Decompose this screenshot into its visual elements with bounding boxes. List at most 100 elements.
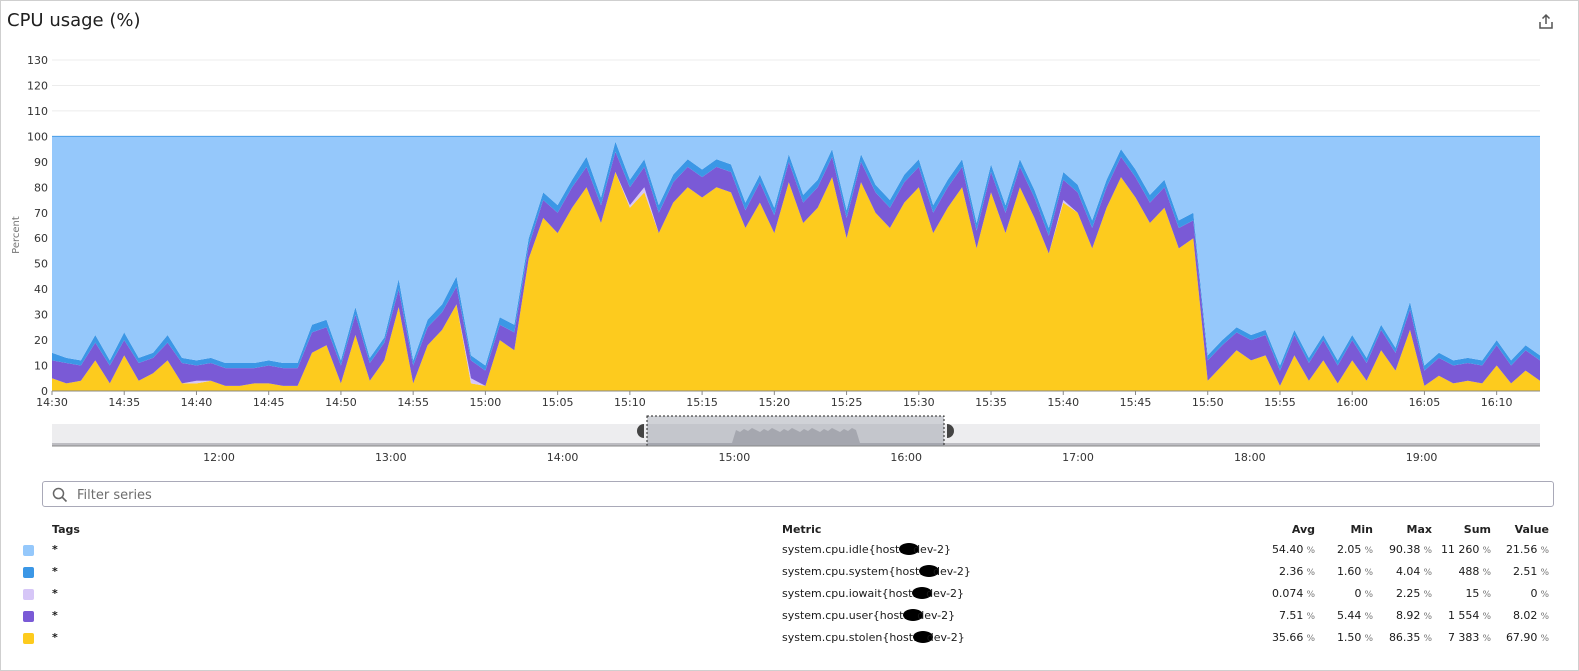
- x-tick-label-1515: 15:15: [686, 396, 718, 409]
- unit: %: [1306, 634, 1315, 644]
- x-tick-label-1440: 14:40: [181, 396, 213, 409]
- legend-row-0[interactable]: * system.cpu.idle{host: dev-2} 54.40% 2.0…: [0, 540, 1579, 562]
- unit: %: [1306, 612, 1315, 622]
- x-tick-label-1520: 15:20: [758, 396, 790, 409]
- navigator-tick-label-1400: 14:00: [547, 451, 579, 464]
- sum-value: 7 383: [1447, 631, 1480, 644]
- unit: %: [1423, 546, 1432, 556]
- unit: %: [1364, 546, 1373, 556]
- unit: %: [1540, 612, 1549, 622]
- metric-prefix: system.cpu.stolen{host:: [782, 631, 917, 644]
- y-tick-label-130: 130: [27, 54, 48, 67]
- unit: %: [1482, 634, 1491, 644]
- y-tick-label-120: 120: [27, 79, 48, 92]
- unit: %: [1423, 590, 1432, 600]
- unit: %: [1364, 590, 1373, 600]
- col-tags[interactable]: Tags: [52, 523, 80, 536]
- col-max[interactable]: Max: [1406, 523, 1432, 536]
- series-color-swatch: [23, 567, 34, 578]
- sum-value: 488: [1458, 565, 1480, 578]
- col-sum[interactable]: Sum: [1463, 523, 1491, 536]
- page-title: CPU usage (%): [7, 10, 141, 31]
- unit: %: [1423, 634, 1432, 644]
- x-tick-label-1455: 14:55: [397, 396, 429, 409]
- unit: %: [1364, 634, 1373, 644]
- stacked-areas: [52, 135, 1540, 391]
- row-value: 21.56%: [1506, 543, 1549, 556]
- series-color-swatch: [23, 633, 34, 644]
- row-value: 0%: [1530, 587, 1549, 600]
- redacted-mark: [899, 543, 920, 555]
- unit: %: [1482, 568, 1491, 578]
- min-value: 0: [1354, 587, 1362, 600]
- min-value: 1.60: [1336, 565, 1362, 578]
- col-metric[interactable]: Metric: [782, 523, 822, 536]
- avg-value: 0.074: [1271, 587, 1304, 600]
- navigator-tick-label-1600: 16:00: [890, 451, 922, 464]
- min-value: 5.44: [1336, 609, 1362, 622]
- y-tick-label-0: 0: [41, 385, 48, 398]
- col-avg[interactable]: Avg: [1291, 523, 1315, 536]
- redacted-mark: [912, 587, 933, 599]
- navigator-tick-label-1700: 17:00: [1062, 451, 1094, 464]
- navigator-tick-label-1200: 12:00: [203, 451, 235, 464]
- row-avg: 35.66%: [1272, 631, 1315, 644]
- time-navigator[interactable]: 12:00 13:00 14:00 15:00 16:00 17:00 18:00 19:00: [52, 415, 1540, 464]
- filter-series-box[interactable]: [42, 481, 1554, 507]
- min-value: 1.50: [1336, 631, 1362, 644]
- row-max: 86.35%: [1389, 631, 1432, 644]
- y-tick-label-90: 90: [34, 156, 48, 169]
- avg-value: 7.51: [1278, 609, 1304, 622]
- row-sum: 488%: [1458, 565, 1491, 578]
- col-value[interactable]: Value: [1514, 523, 1549, 536]
- row-avg: 7.51%: [1279, 609, 1315, 622]
- x-tick-label-1530: 15:30: [903, 396, 935, 409]
- current-value: 8.02: [1512, 609, 1538, 622]
- legend-row-1[interactable]: * system.cpu.system{host: dev-2} 2.36% 1.…: [0, 562, 1579, 584]
- y-tick-label-110: 110: [27, 105, 48, 118]
- current-value: 21.56: [1505, 543, 1538, 556]
- navigator-tick-label-1300: 13:00: [375, 451, 407, 464]
- max-value: 2.25: [1395, 587, 1421, 600]
- row-max: 90.38%: [1389, 543, 1432, 556]
- row-sum: 11 260%: [1441, 543, 1491, 556]
- row-avg: 0.074%: [1272, 587, 1315, 600]
- row-max: 8.92%: [1396, 609, 1432, 622]
- redacted-mark: [903, 609, 924, 621]
- x-tick-label-1505: 15:05: [542, 396, 574, 409]
- unit: %: [1306, 590, 1315, 600]
- row-avg: 2.36%: [1279, 565, 1315, 578]
- metric-suffix: dev-2}: [932, 565, 971, 578]
- metric-suffix: dev-2}: [926, 631, 965, 644]
- series-color-swatch: [23, 545, 34, 556]
- legend-row-4[interactable]: * system.cpu.stolen{host: dev-2} 35.66% 1…: [0, 628, 1579, 650]
- max-value: 86.35: [1388, 631, 1421, 644]
- navigator-tick-label-1800: 18:00: [1234, 451, 1266, 464]
- y-tick-label-80: 80: [34, 181, 48, 194]
- sum-value: 15: [1465, 587, 1480, 600]
- avg-value: 2.36: [1278, 565, 1304, 578]
- col-min[interactable]: Min: [1350, 523, 1373, 536]
- series-color-swatch: [23, 589, 34, 600]
- filter-series-input[interactable]: [75, 484, 1539, 506]
- y-tick-label-10: 10: [34, 360, 48, 373]
- row-tag: *: [52, 543, 58, 556]
- navigator-tick-label-1900: 19:00: [1406, 451, 1438, 464]
- series-color-swatch: [23, 611, 34, 622]
- legend-header-row: Tags Metric Avg Min Max Sum Value: [0, 520, 1579, 540]
- unit: %: [1364, 568, 1373, 578]
- row-max: 4.04%: [1396, 565, 1432, 578]
- metric-suffix: dev-2}: [913, 543, 952, 556]
- legend-row-3[interactable]: * system.cpu.user{host: dev-2} 7.51% 5.44…: [0, 606, 1579, 628]
- unit: %: [1540, 568, 1549, 578]
- export-button[interactable]: [1536, 12, 1556, 32]
- row-min: 2.05%: [1337, 543, 1373, 556]
- legend-row-2[interactable]: * system.cpu.iowait{host: dev-2} 0.074% 0…: [0, 584, 1579, 606]
- x-tick-label-1525: 15:25: [831, 396, 863, 409]
- unit: %: [1364, 612, 1373, 622]
- row-metric: system.cpu.idle{host: dev-2}: [782, 543, 951, 556]
- row-sum: 1 554%: [1448, 609, 1491, 622]
- sum-value: 11 260: [1440, 543, 1480, 556]
- row-max: 2.25%: [1396, 587, 1432, 600]
